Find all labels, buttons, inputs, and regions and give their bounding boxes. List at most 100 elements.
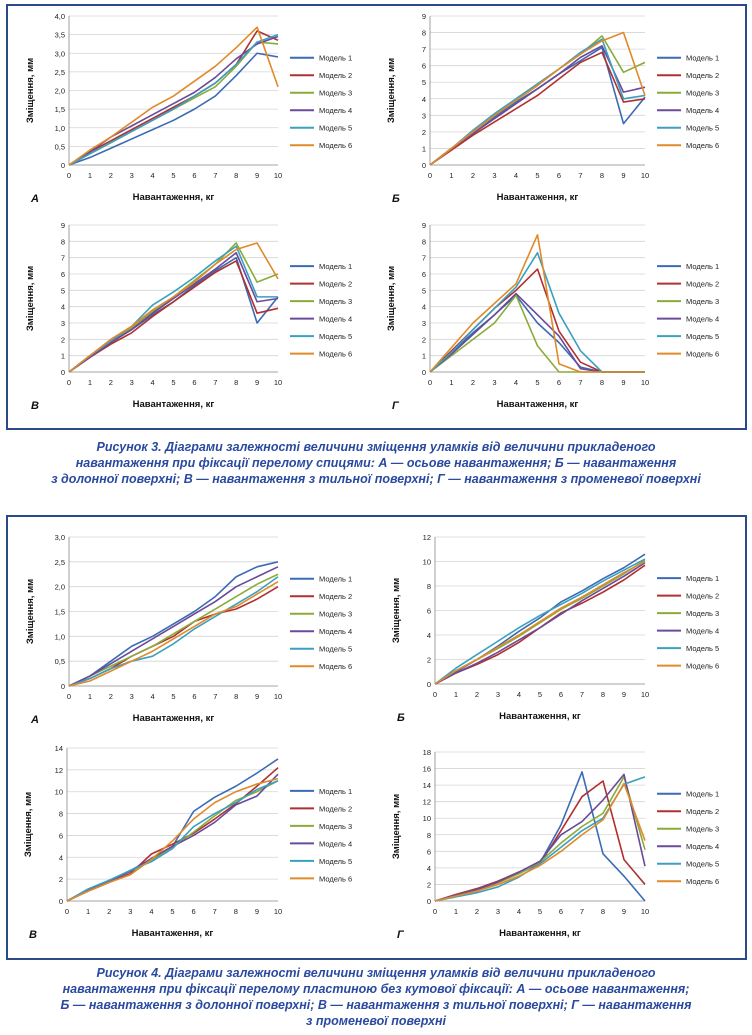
series-line [429,35,646,166]
y-tick-label: 4 [422,95,426,104]
y-axis-title: Зміщення, мм [391,578,402,643]
series-line [68,581,279,687]
x-tick-label: 5 [535,171,539,180]
y-tick-label: 3 [422,111,426,120]
x-tick-label: 8 [601,690,605,699]
legend-label: Модель 4 [686,315,719,324]
x-tick-label: 3 [130,378,134,387]
figure-3-caption-line: навантаження при фіксації перелому спиця… [75,456,677,470]
x-tick-label: 6 [192,907,196,916]
x-tick-label: 8 [601,907,605,916]
figure-4-caption-line: Рисунок 4. Діаграми залежності величини … [96,966,656,980]
x-tick-label: 3 [128,907,132,916]
legend-label: Модель 2 [686,280,719,289]
y-tick-label: 6 [422,270,426,279]
x-tick-label: 2 [109,171,113,180]
y-tick-label: 0 [427,897,431,906]
legend-label: Модель 1 [319,262,352,271]
y-tick-label: 2,0 [55,583,65,592]
panel-label: А [30,714,39,726]
series-line [429,46,646,166]
x-axis-title: Навантаження, кг [499,928,581,939]
legend-label: Модель 4 [686,842,719,851]
figure-4-caption-line: навантаження при фіксації перелому пласт… [62,982,690,996]
series-line [68,26,279,166]
legend-label: Модель 4 [319,106,352,115]
x-tick-label: 10 [641,907,649,916]
y-tick-label: 0,5 [55,142,65,151]
y-tick-label: 1 [422,352,426,361]
legend-label: Модель 1 [319,787,352,796]
panel-label: А [30,193,39,205]
y-tick-label: 12 [423,798,431,807]
series-line [68,576,279,687]
y-tick-label: 10 [55,788,63,797]
legend-label: Модель 3 [686,825,719,834]
y-tick-label: 1,5 [55,105,65,114]
legend-label: Модель 1 [319,54,352,63]
legend-label: Модель 3 [686,609,719,618]
x-tick-label: 10 [274,171,282,180]
figure-4-caption: Рисунок 4. Діаграми залежності величини … [0,965,752,1029]
series-line [68,573,279,687]
legend-label: Модель 6 [686,141,719,150]
x-tick-label: 8 [600,378,604,387]
x-tick-label: 8 [234,171,238,180]
x-tick-label: 2 [471,171,475,180]
y-tick-label: 9 [422,221,426,230]
x-tick-label: 2 [109,692,113,701]
series-line [434,560,646,685]
x-tick-label: 1 [454,690,458,699]
series-line [434,782,646,902]
y-tick-label: 6 [427,847,431,856]
figure-3-frame [6,4,747,430]
y-tick-label: 14 [423,781,431,790]
y-tick-label: 6 [59,831,63,840]
legend-label: Модель 6 [319,662,352,671]
legend-label: Модель 3 [686,297,719,306]
x-axis-title: Навантаження, кг [133,713,215,724]
x-tick-label: 8 [600,171,604,180]
series-line [429,38,646,166]
x-tick-label: 4 [149,907,153,916]
x-tick-label: 0 [428,171,432,180]
x-tick-label: 9 [255,907,259,916]
y-tick-label: 16 [423,765,431,774]
x-tick-label: 5 [171,692,175,701]
legend-label: Модель 5 [319,332,352,341]
x-tick-label: 5 [535,378,539,387]
y-tick-label: 1,0 [55,632,65,641]
y-tick-label: 0 [422,368,426,377]
x-tick-label: 1 [86,907,90,916]
y-tick-label: 1,5 [55,608,65,617]
x-tick-label: 2 [109,378,113,387]
y-tick-label: 4 [427,864,431,873]
y-tick-label: 6 [61,270,65,279]
series-line [429,268,645,373]
x-tick-label: 5 [170,907,174,916]
series-line [429,292,645,373]
legend-label: Модель 1 [686,790,719,799]
x-tick-label: 4 [514,171,518,180]
series-line [68,242,279,373]
series-line [68,245,278,373]
legend-label: Модель 2 [319,804,352,813]
y-tick-label: 5 [61,286,65,295]
y-axis-title: Зміщення, мм [386,58,397,123]
x-tick-label: 1 [88,692,92,701]
x-tick-label: 1 [88,378,92,387]
legend-label: Модель 5 [319,645,352,654]
x-tick-label: 7 [580,907,584,916]
y-tick-label: 2 [422,335,426,344]
y-tick-label: 2,5 [55,558,65,567]
y-tick-label: 5 [422,78,426,87]
x-tick-label: 7 [578,171,582,180]
x-tick-label: 8 [234,692,238,701]
series-line [68,260,279,373]
series-line [434,771,646,902]
x-tick-label: 10 [274,692,282,701]
x-tick-label: 7 [213,907,217,916]
series-line [434,776,646,902]
y-tick-label: 0 [61,161,65,170]
legend-label: Модель 2 [686,592,719,601]
